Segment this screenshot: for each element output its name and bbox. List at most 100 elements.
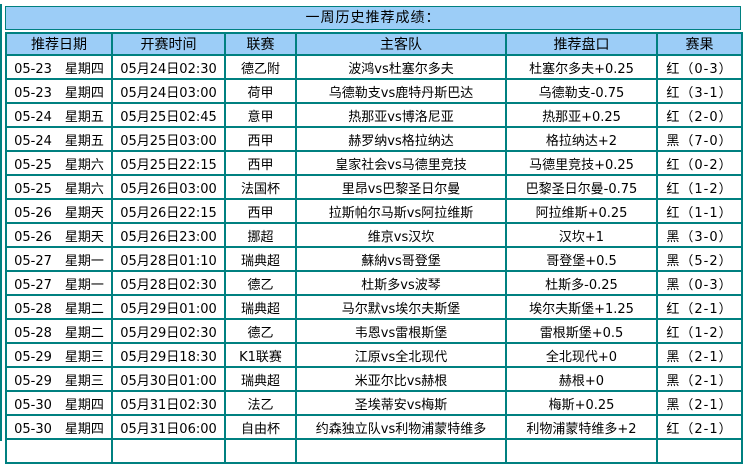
result-cell: 红（2-0）	[656, 102, 743, 128]
league-cell: 西甲	[224, 198, 297, 224]
result-cell: 黑（7-0）	[656, 126, 743, 152]
table-row: 05-30 星期四 05月31日02:30 法乙 圣埃蒂安vs梅斯 梅斯+0.25 黑（2…	[5, 390, 743, 416]
match-cell: 马尔默vs埃尔夫斯堡	[295, 294, 507, 320]
handicap-cell: 汉坎+1	[505, 222, 658, 248]
date-cell: 05-28 星期二	[5, 318, 113, 344]
date-cell: 05-27 星期一	[5, 246, 113, 272]
time-cell: 05月24日03:00	[111, 78, 226, 104]
date-cell: 05-24 星期五	[5, 126, 113, 152]
match-cell: 江原vs全北现代	[295, 342, 507, 368]
date-cell: 05-26 星期天	[5, 198, 113, 224]
handicap-cell: 利物浦蒙特维多+2	[505, 414, 658, 440]
result-cell: 黑（2-1）	[656, 366, 743, 392]
league-cell: 德乙	[224, 270, 297, 296]
results-tbody: 05-23 星期四 05月24日02:30 德乙附 波鸿vs杜塞尔多夫 杜塞尔多夫+0.…	[5, 54, 743, 464]
col-header-date: 推荐日期	[5, 32, 113, 56]
table-row: 05-30 星期四 05月31日06:00 自由杯 约森独立队vs利物浦蒙特维多 利物浦…	[5, 414, 743, 440]
result-cell: 红（1-2）	[656, 174, 743, 200]
col-header-time: 开赛时间	[111, 32, 226, 56]
handicap-cell: 热那亚+0.25	[505, 102, 658, 128]
col-header-handicap: 推荐盘口	[505, 32, 658, 56]
table-row: 05-28 星期二 05月29日02:30 德乙 韦恩vs雷根斯堡 雷根斯堡+0.5 红（…	[5, 318, 743, 344]
league-cell: 法国杯	[224, 174, 297, 200]
handicap-cell: 杜斯多-0.25	[505, 270, 658, 296]
match-cell: 约森独立队vs利物浦蒙特维多	[295, 414, 507, 440]
date-cell: 05-29 星期三	[5, 342, 113, 368]
table-row: 05-29 星期三 05月30日01:00 瑞典超 米亚尔比vs赫根 赫根+0 黑（2-1…	[5, 366, 743, 392]
league-cell: 瑞典超	[224, 366, 297, 392]
empty-cell	[224, 438, 297, 464]
time-cell: 05月26日23:00	[111, 222, 226, 248]
result-cell: 黑（0-3）	[656, 270, 743, 296]
table-row: 05-27 星期一 05月28日02:30 德乙 杜斯多vs波琴 杜斯多-0.25 黑（0…	[5, 270, 743, 296]
date-cell: 05-28 星期二	[5, 294, 113, 320]
result-cell: 红（2-1）	[656, 414, 743, 440]
time-cell: 05月24日02:30	[111, 54, 226, 80]
match-cell: 韦恩vs雷根斯堡	[295, 318, 507, 344]
handicap-cell: 埃尔夫斯堡+1.25	[505, 294, 658, 320]
handicap-cell: 哥登堡+0.5	[505, 246, 658, 272]
league-cell: 荷甲	[224, 78, 297, 104]
handicap-cell: 杜塞尔多夫+0.25	[505, 54, 658, 80]
handicap-cell: 雷根斯堡+0.5	[505, 318, 658, 344]
time-cell: 05月28日02:30	[111, 270, 226, 296]
league-cell: 德乙	[224, 318, 297, 344]
league-cell: 德乙附	[224, 54, 297, 80]
table-row: 05-29 星期三 05月29日18:30 K1联赛 江原vs全北现代 全北现代+0 黑（…	[5, 342, 743, 368]
empty-cell	[505, 438, 658, 464]
results-table: 推荐日期 开赛时间 联赛 主客队 推荐盘口 赛果 05-23 星期四 05月24日…	[5, 32, 743, 464]
match-cell: 里昂vs巴黎圣日尔曼	[295, 174, 507, 200]
match-cell: 杜斯多vs波琴	[295, 270, 507, 296]
handicap-cell: 赫根+0	[505, 366, 658, 392]
history-results-panel: 一周历史推荐成绩： 推荐日期 开赛时间 联赛 主客队 推荐盘口 赛果 05-23…	[5, 6, 743, 464]
table-row: 05-24 星期五 05月25日02:45 意甲 热那亚vs博洛尼亚 热那亚+0.25 红…	[5, 102, 743, 128]
table-row: 05-26 星期天 05月26日23:00 挪超 维京vs汉坎 汉坎+1 黑（3-0）	[5, 222, 743, 248]
result-cell: 黑（2-1）	[656, 390, 743, 416]
table-row: 05-23 星期四 05月24日03:00 荷甲 乌德勒支vs鹿特丹斯巴达 乌德勒支-0…	[5, 78, 743, 104]
time-cell: 05月31日02:30	[111, 390, 226, 416]
header-row: 推荐日期 开赛时间 联赛 主客队 推荐盘口 赛果	[5, 32, 743, 56]
match-cell: 赫罗纳vs格拉纳达	[295, 126, 507, 152]
result-cell: 红（0-2）	[656, 150, 743, 176]
match-cell: 拉斯帕尔马斯vs阿拉维斯	[295, 198, 507, 224]
time-cell: 05月31日06:00	[111, 414, 226, 440]
handicap-cell: 格拉纳达+2	[505, 126, 658, 152]
date-cell: 05-23 星期四	[5, 54, 113, 80]
match-cell: 蘇納vs哥登堡	[295, 246, 507, 272]
adjacent-table-edge	[0, 4, 2, 441]
league-cell: 挪超	[224, 222, 297, 248]
table-row: 05-24 星期五 05月25日03:00 西甲 赫罗纳vs格拉纳达 格拉纳达+2 黑（7…	[5, 126, 743, 152]
date-cell: 05-30 星期四	[5, 414, 113, 440]
league-cell: K1联赛	[224, 342, 297, 368]
date-cell: 05-25 星期六	[5, 174, 113, 200]
date-cell: 05-29 星期三	[5, 366, 113, 392]
result-cell: 红（3-1）	[656, 78, 743, 104]
result-cell: 红（0-3）	[656, 54, 743, 80]
col-header-league: 联赛	[224, 32, 297, 56]
result-cell: 红（2-1）	[656, 294, 743, 320]
date-cell: 05-27 星期一	[5, 270, 113, 296]
match-cell: 圣埃蒂安vs梅斯	[295, 390, 507, 416]
table-row: 05-26 星期天 05月26日22:15 西甲 拉斯帕尔马斯vs阿拉维斯 阿拉维斯+0…	[5, 198, 743, 224]
col-header-result: 赛果	[656, 32, 743, 56]
time-cell: 05月30日01:00	[111, 366, 226, 392]
date-cell: 05-30 星期四	[5, 390, 113, 416]
empty-cell	[656, 438, 743, 464]
match-cell: 皇家社会vs马德里竞技	[295, 150, 507, 176]
time-cell: 05月29日02:30	[111, 318, 226, 344]
time-cell: 05月29日01:00	[111, 294, 226, 320]
handicap-cell: 阿拉维斯+0.25	[505, 198, 658, 224]
table-row: 05-28 星期二 05月29日01:00 瑞典超 马尔默vs埃尔夫斯堡 埃尔夫斯堡+1…	[5, 294, 743, 320]
table-row: 05-25 星期六 05月25日22:15 西甲 皇家社会vs马德里竞技 马德里竞技+0…	[5, 150, 743, 176]
handicap-cell: 巴黎圣日尔曼-0.75	[505, 174, 658, 200]
result-cell: 黑（3-0）	[656, 222, 743, 248]
table-row: 05-27 星期一 05月28日01:10 瑞典超 蘇納vs哥登堡 哥登堡+0.5 黑（5…	[5, 246, 743, 272]
table-row: 05-25 星期六 05月26日03:00 法国杯 里昂vs巴黎圣日尔曼 巴黎圣日尔曼-…	[5, 174, 743, 200]
result-cell: 黑（5-2）	[656, 246, 743, 272]
date-cell: 05-23 星期四	[5, 78, 113, 104]
league-cell: 瑞典超	[224, 294, 297, 320]
league-cell: 法乙	[224, 390, 297, 416]
result-cell: 红（1-1）	[656, 198, 743, 224]
handicap-cell: 马德里竞技+0.25	[505, 150, 658, 176]
handicap-cell: 乌德勒支-0.75	[505, 78, 658, 104]
